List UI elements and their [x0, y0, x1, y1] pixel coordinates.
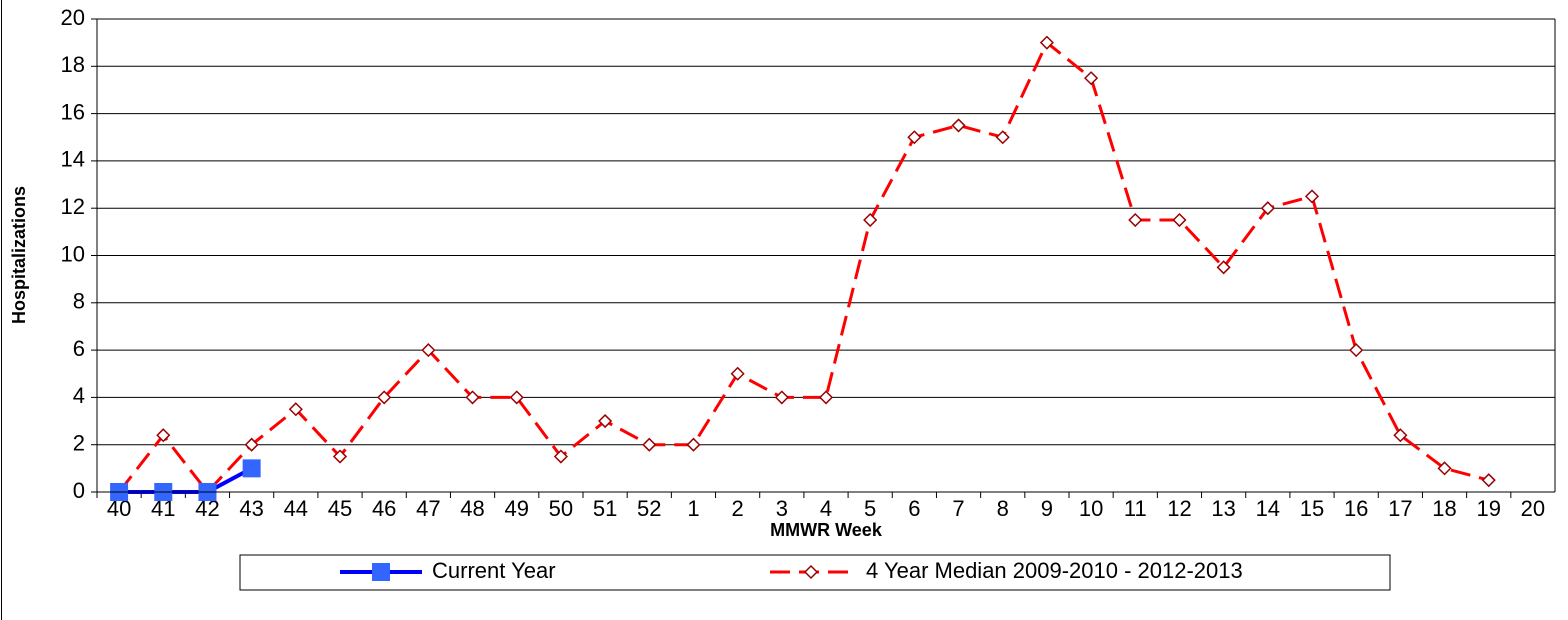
data-point [377, 390, 392, 405]
x-tick-label: 7 [952, 496, 964, 521]
x-tick-label: 16 [1344, 496, 1368, 521]
x-tick-label: 3 [776, 496, 788, 521]
x-tick-label: 19 [1476, 496, 1500, 521]
legend-marker [372, 563, 390, 581]
series-line [119, 466, 253, 494]
x-tick-label: 5 [864, 496, 876, 521]
data-point [465, 390, 480, 405]
y-tick-label: 20 [61, 5, 85, 30]
data-point [774, 390, 789, 405]
y-tick-label: 18 [61, 52, 85, 77]
y-tick-label: 12 [61, 194, 85, 219]
x-tick-label: 44 [284, 496, 308, 521]
y-tick-label: 4 [73, 383, 85, 408]
x-tick-label: 20 [1521, 496, 1545, 521]
data-point [156, 428, 171, 443]
x-tick-label: 50 [549, 496, 573, 521]
data-point [907, 130, 922, 145]
data-point [995, 130, 1010, 145]
x-tick-label: 13 [1211, 496, 1235, 521]
y-tick-label: 14 [61, 147, 85, 172]
y-tick-label: 0 [73, 478, 85, 503]
x-tick-label: 6 [908, 496, 920, 521]
data-point [1437, 461, 1452, 476]
y-tick-label: 8 [73, 289, 85, 314]
data-point [730, 366, 745, 381]
x-tick-label: 47 [416, 496, 440, 521]
data-point [1393, 428, 1408, 443]
x-tick-label: 1 [687, 496, 699, 521]
data-point [1128, 212, 1143, 228]
data-point [818, 390, 834, 405]
x-tick-label: 43 [239, 496, 263, 521]
x-tick-label: 14 [1256, 496, 1280, 521]
data-point [509, 390, 524, 405]
data-point [951, 118, 966, 133]
data-point [1349, 343, 1364, 358]
x-tick-label: 51 [593, 496, 617, 521]
legend-label: 4 Year Median 2009-2010 - 2012-2013 [866, 558, 1243, 583]
data-point [863, 212, 878, 228]
series-line [117, 40, 1490, 495]
legend-marker [803, 564, 819, 580]
x-tick-label: 11 [1124, 496, 1147, 521]
x-tick-label: 4 [820, 496, 832, 521]
x-tick-label: 10 [1079, 496, 1103, 521]
x-tick-label: 17 [1388, 496, 1412, 521]
x-tick-label: 2 [732, 496, 744, 521]
data-point [332, 449, 348, 464]
data-point [244, 437, 259, 452]
x-tick-label: 52 [637, 496, 661, 521]
data-point [1216, 260, 1231, 275]
x-tick-label: 46 [372, 496, 396, 521]
y-tick-label: 6 [73, 336, 85, 361]
data-point [1039, 35, 1054, 50]
data-point [686, 437, 701, 452]
x-tick-label: 18 [1432, 496, 1456, 521]
data-point [1172, 212, 1187, 228]
data-point [642, 437, 657, 452]
x-tick-label: 45 [328, 496, 352, 521]
x-tick-label: 49 [504, 496, 528, 521]
x-tick-label: 8 [997, 496, 1009, 521]
data-point [1084, 71, 1099, 86]
x-axis-title: MMWR Week [770, 520, 883, 540]
data-point [598, 413, 613, 429]
y-tick-label: 2 [73, 431, 85, 456]
x-tick-label: 9 [1041, 496, 1053, 521]
data-point [1481, 473, 1496, 488]
x-tick-label: 15 [1300, 496, 1324, 521]
x-tick-label: 12 [1167, 496, 1191, 521]
y-axis-title: Hospitalizations [9, 186, 29, 324]
x-tick-label: 48 [460, 496, 484, 521]
data-point [1260, 201, 1275, 216]
data-point [421, 343, 436, 358]
legend-label: Current Year [432, 558, 556, 583]
y-tick-label: 10 [61, 241, 85, 266]
data-point [1304, 189, 1320, 204]
data-point [288, 402, 303, 417]
data-point [553, 449, 568, 464]
data-point [242, 459, 261, 478]
y-tick-label: 16 [61, 99, 85, 124]
